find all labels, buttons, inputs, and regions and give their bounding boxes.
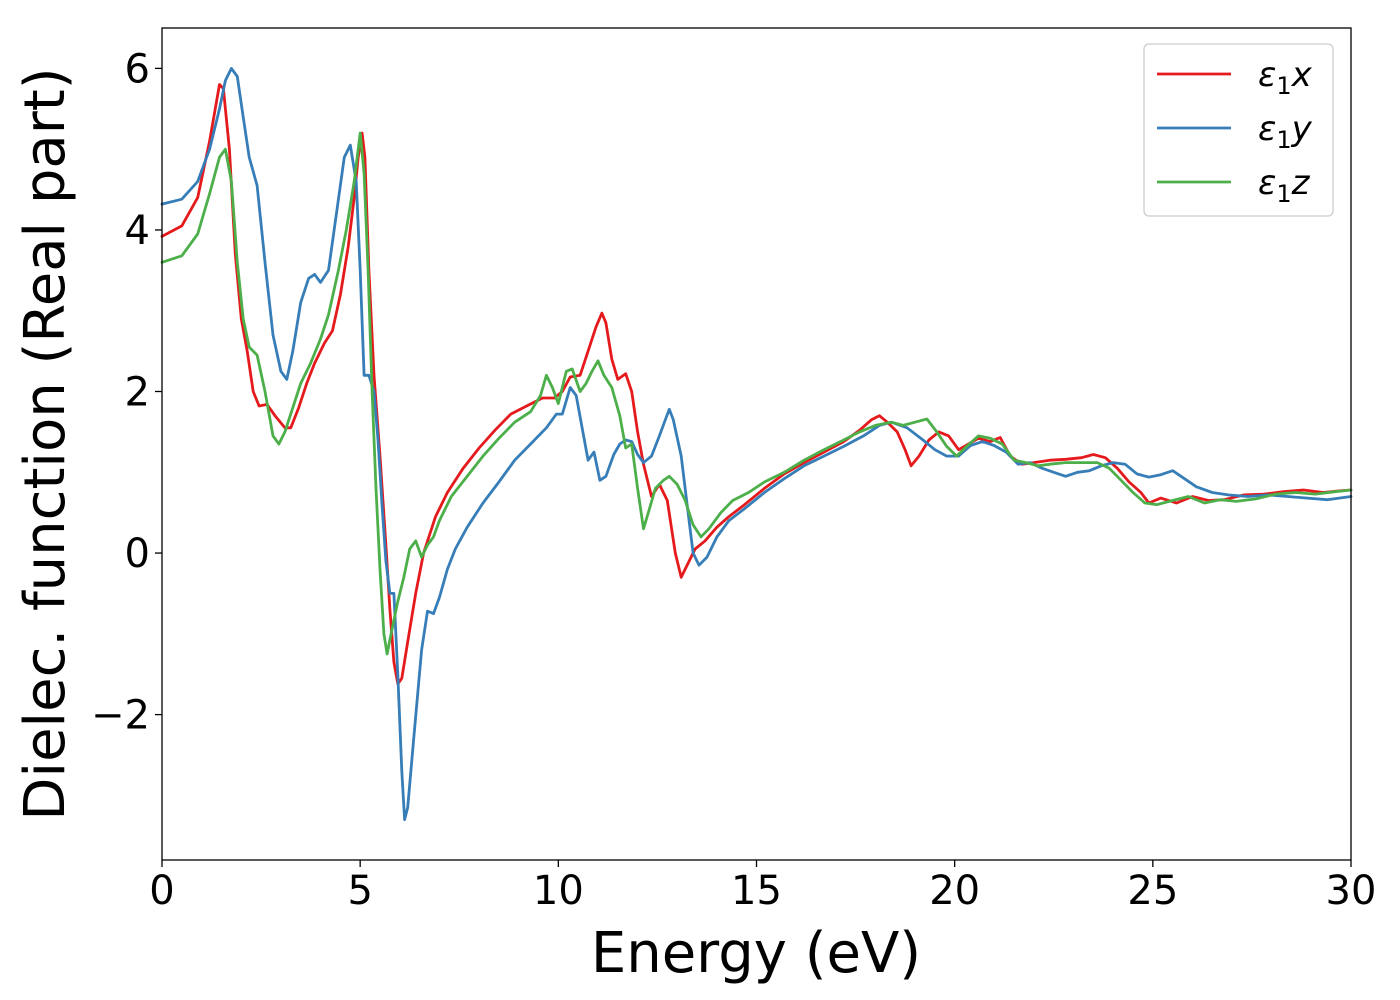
y-tick-label: 2 <box>125 369 150 415</box>
x-tick-label: 15 <box>731 868 782 914</box>
y-tick-label: 0 <box>125 531 150 577</box>
x-axis-label: Energy (eV) <box>591 921 921 986</box>
x-tick-label: 5 <box>347 868 372 914</box>
x-axis-ticks: 0 5 10 15 20 25 30 <box>149 860 1376 914</box>
series-line-y <box>160 67 1353 821</box>
legend-label-x: ε1x <box>1258 55 1313 100</box>
x-tick-label: 20 <box>929 868 980 914</box>
y-axis-label: Dielec. function (Real part) <box>13 67 78 820</box>
y-tick-label: −2 <box>91 693 150 739</box>
legend-label-y: ε1y <box>1258 109 1313 154</box>
legend-label-z: ε1z <box>1258 163 1311 208</box>
y-axis-ticks: −2 0 2 4 6 <box>91 46 162 739</box>
legend: ε1x ε1y ε1z <box>1143 43 1334 217</box>
x-tick-label: 0 <box>149 868 174 914</box>
y-tick-label: 6 <box>125 46 150 92</box>
series-line-x <box>160 83 1353 686</box>
x-tick-label: 25 <box>1127 868 1178 914</box>
x-tick-label: 30 <box>1326 868 1377 914</box>
series-line-z <box>160 131 1353 656</box>
series-layer <box>160 67 1353 821</box>
legend-box <box>1143 43 1334 217</box>
x-tick-label: 10 <box>533 868 584 914</box>
y-tick-label: 4 <box>125 208 150 254</box>
